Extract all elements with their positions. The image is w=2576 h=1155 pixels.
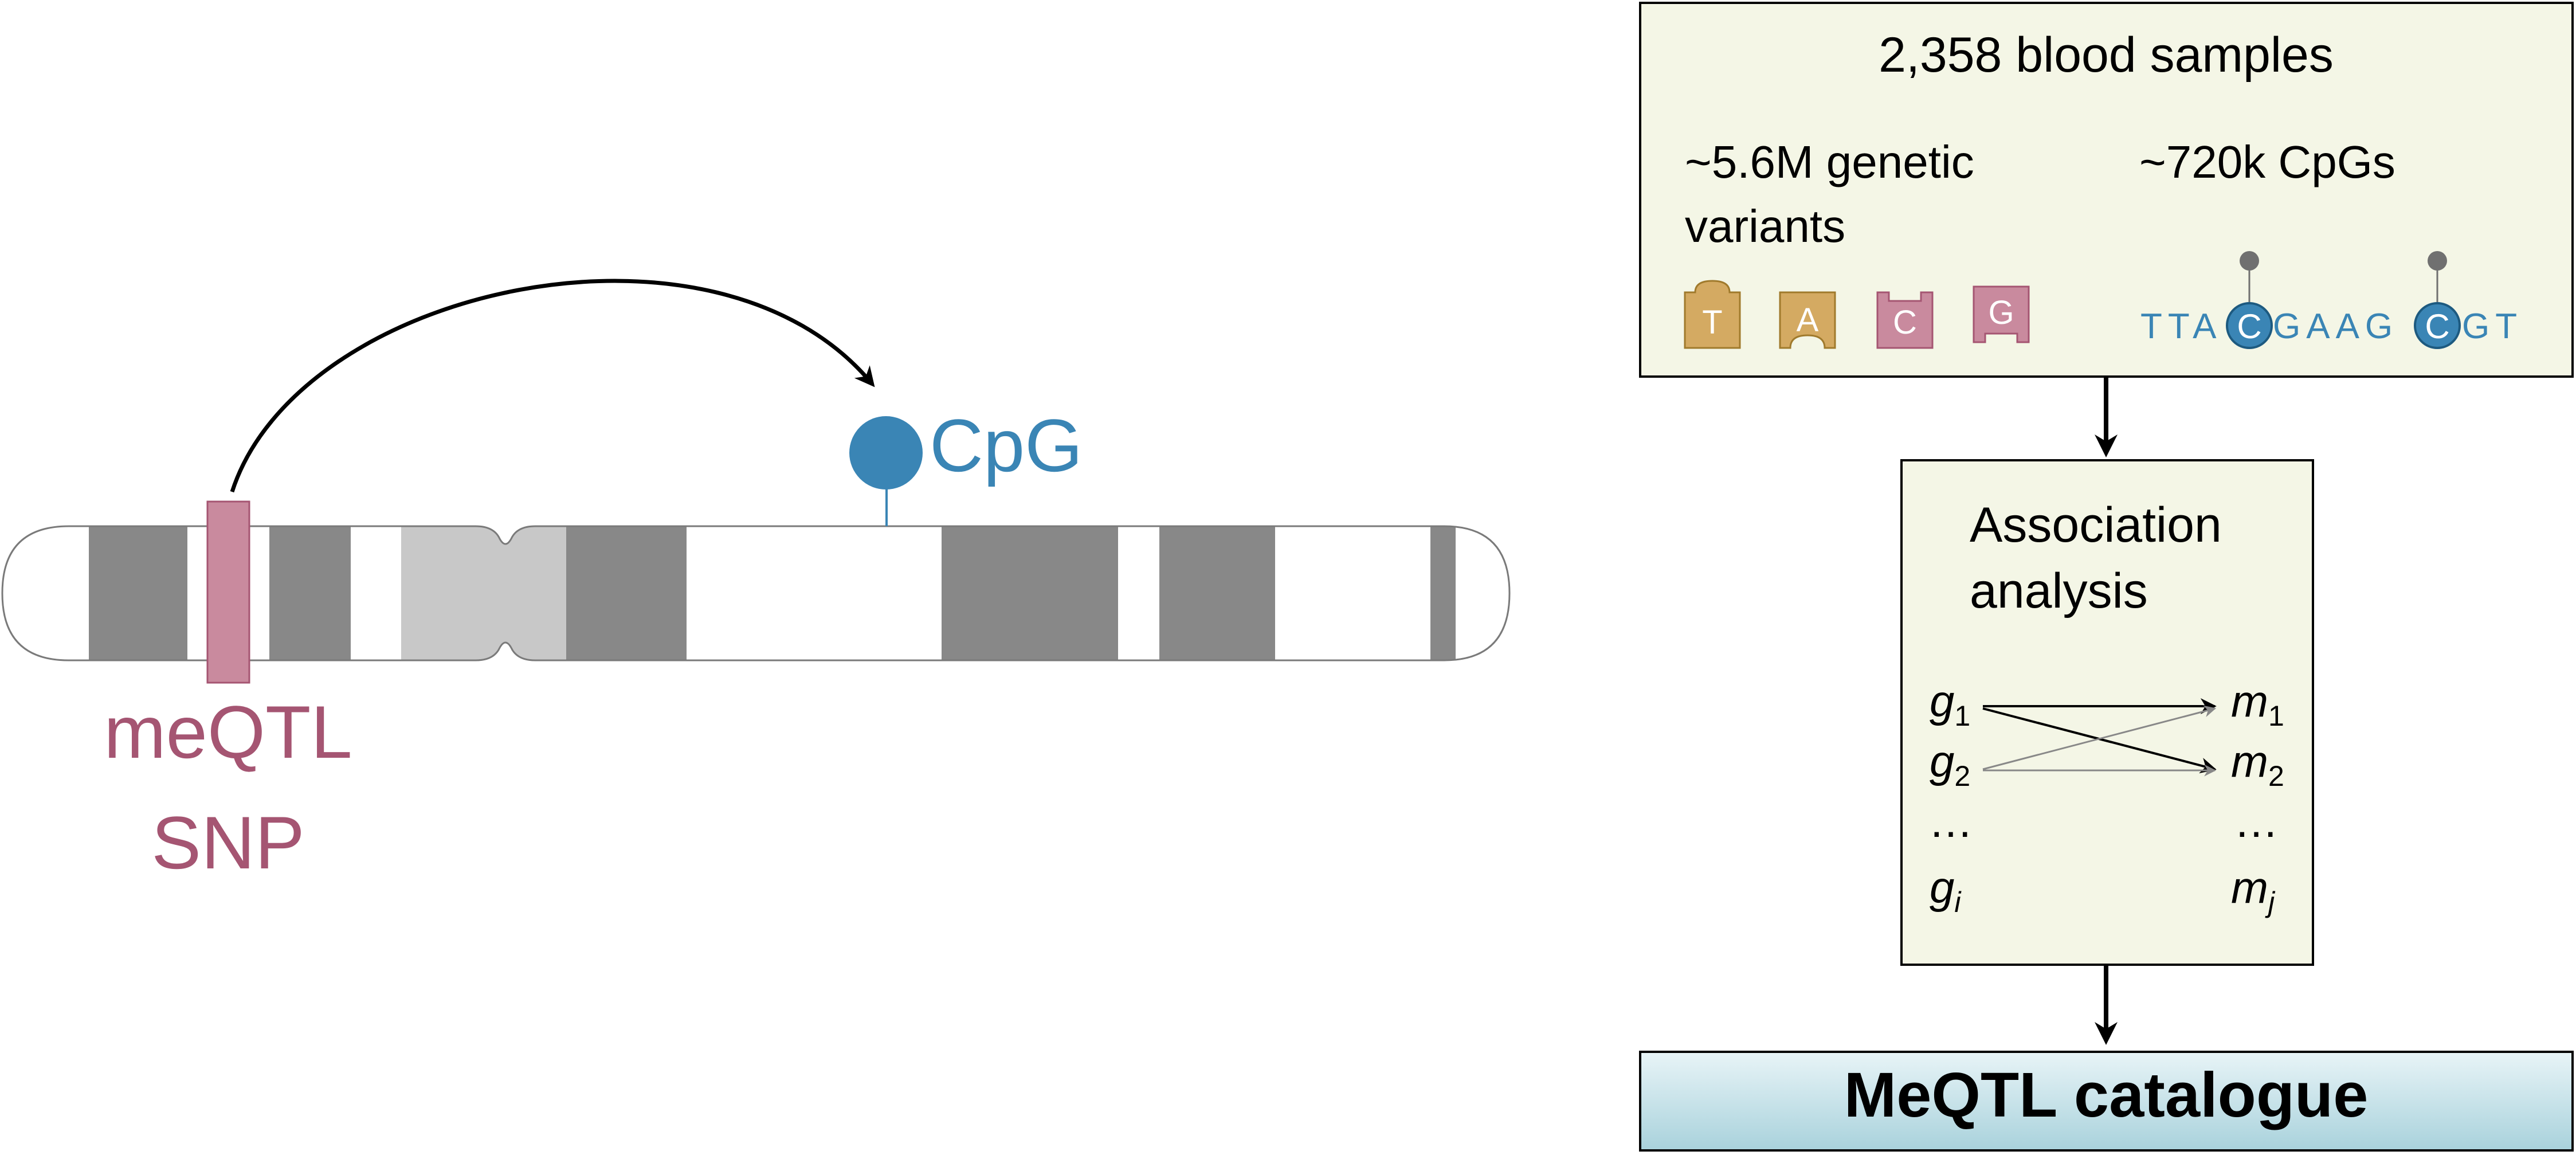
cpg-circle xyxy=(849,416,923,490)
band-2 xyxy=(269,526,351,660)
snp-label-line1: meQTL xyxy=(104,690,352,774)
chromosome xyxy=(1,525,1511,661)
methylation-m2: m2 xyxy=(2231,736,2284,792)
band-5 xyxy=(1159,526,1275,660)
catalogue-box: MeQTL catalogue xyxy=(1639,1051,2574,1152)
base-C-label: C xyxy=(1893,304,1917,341)
band-4 xyxy=(942,526,1118,660)
association-title-line2: analysis xyxy=(1970,563,2148,618)
assoc-arrow-g2-m1 xyxy=(1982,705,2217,770)
genotype-g2: g2 xyxy=(1930,736,1970,792)
variants-label-line1: ~5.6M genetic xyxy=(1685,136,1974,187)
base-A-piece: A xyxy=(1779,291,1836,349)
base-T-piece: T xyxy=(1684,280,1741,349)
methyl-c-circle-2 xyxy=(2414,302,2461,349)
cpgs-label: ~720k CpGs xyxy=(2139,136,2395,187)
base-A-label: A xyxy=(1797,302,1819,339)
sequence-part-2: GAAG xyxy=(2273,307,2398,346)
methylation-mj: mj xyxy=(2231,862,2276,918)
samples-title: 2,358 blood samples xyxy=(1879,28,2334,83)
snp-label-line2: SNP xyxy=(151,801,304,884)
sequence-part-1: TTA xyxy=(2140,307,2222,346)
genotype-ellipsis: … xyxy=(1928,796,1973,847)
methyl-dot-2 xyxy=(2428,251,2447,271)
base-T-label: T xyxy=(1702,304,1722,341)
genotype-g1: g1 xyxy=(1930,676,1970,732)
sequence-methyl-c-2: C xyxy=(2425,307,2449,346)
association-arc-arrow xyxy=(230,279,875,493)
base-G-piece: G xyxy=(1973,285,2030,343)
methylation-m1: m1 xyxy=(2231,676,2284,732)
band-6 xyxy=(1430,526,1456,660)
cpg-label: CpG xyxy=(930,404,1083,487)
base-G-label: G xyxy=(1988,294,2014,331)
association-box: Association analysis g1 g2 … gi m1 m2 … … xyxy=(1900,459,2314,966)
variants-label-line2: variants xyxy=(1685,201,1845,252)
methyl-dot-1 xyxy=(2240,251,2259,271)
catalogue-label: MeQTL catalogue xyxy=(1844,1060,2369,1130)
band-3 xyxy=(566,526,687,660)
band-1 xyxy=(89,526,187,660)
chromosome-outline xyxy=(1,525,1511,661)
samples-box: 2,358 blood samples ~5.6M genetic varian… xyxy=(1639,2,2574,378)
association-title-line1: Association xyxy=(1970,498,2222,553)
base-C-piece: C xyxy=(1876,291,1934,349)
methylation-ellipsis: … xyxy=(2234,796,2279,847)
centromere-band xyxy=(401,526,566,660)
methyl-c-circle-1 xyxy=(2226,302,2273,349)
snp-marker xyxy=(206,500,250,684)
sequence-part-3: GT xyxy=(2462,307,2523,346)
sequence-methyl-c-1: C xyxy=(2237,307,2261,346)
genotype-gi: gi xyxy=(1930,862,1962,918)
